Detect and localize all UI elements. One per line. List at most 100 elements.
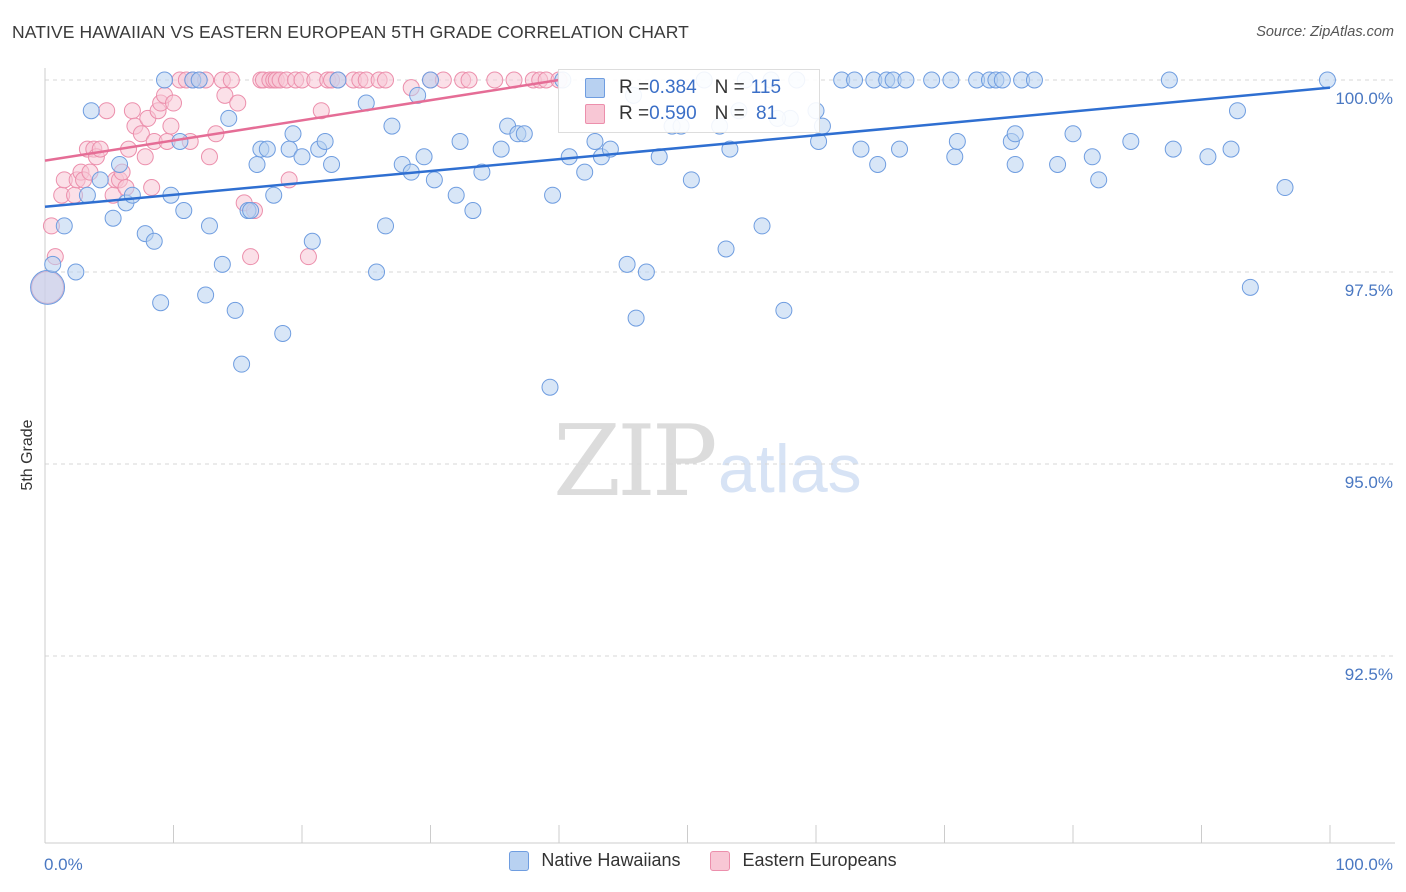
point-eastern-europeans bbox=[216, 86, 234, 104]
trend-line-eastern-europeans bbox=[44, 78, 560, 162]
point-eastern-europeans bbox=[200, 148, 218, 166]
point-native-hawaiians bbox=[753, 217, 771, 235]
blue-swatch bbox=[585, 78, 605, 98]
point-native-hawaiians bbox=[44, 255, 62, 273]
point-native-hawaiians bbox=[473, 163, 491, 181]
point-native-hawaiians bbox=[464, 202, 482, 220]
point-native-hawaiians bbox=[197, 286, 215, 304]
legend-item-eastern-europeans[interactable]: Eastern Europeans bbox=[710, 850, 897, 871]
point-native-hawaiians bbox=[213, 255, 231, 273]
point-eastern-europeans bbox=[312, 102, 330, 120]
point-native-hawaiians bbox=[383, 117, 401, 135]
point-native-hawaiians bbox=[1241, 278, 1259, 296]
chart-title: NATIVE HAWAIIAN VS EASTERN EUROPEAN 5TH … bbox=[12, 22, 689, 42]
point-eastern-europeans bbox=[136, 148, 154, 166]
point-native-hawaiians bbox=[1006, 125, 1024, 143]
point-native-hawaiians bbox=[948, 132, 966, 150]
point-native-hawaiians bbox=[1090, 171, 1108, 189]
point-native-hawaiians bbox=[1222, 140, 1240, 158]
point-native-hawaiians bbox=[329, 71, 347, 89]
point-native-hawaiians bbox=[190, 71, 208, 89]
point-native-hawaiians bbox=[293, 148, 311, 166]
point-eastern-europeans bbox=[91, 140, 109, 158]
point-eastern-europeans bbox=[222, 71, 240, 89]
point-native-hawaiians bbox=[67, 263, 85, 281]
point-native-hawaiians bbox=[451, 132, 469, 150]
legend-item-native-hawaiians[interactable]: Native Hawaiians bbox=[509, 850, 680, 871]
point-native-hawaiians bbox=[1122, 132, 1140, 150]
x-tick-label: 0.0% bbox=[44, 855, 83, 874]
blue-swatch bbox=[509, 850, 530, 871]
point-native-hawaiians bbox=[284, 125, 302, 143]
point-native-hawaiians bbox=[91, 171, 109, 189]
point-native-hawaiians bbox=[1064, 125, 1082, 143]
point-native-hawaiians bbox=[1164, 140, 1182, 158]
point-native-hawaiians bbox=[55, 217, 73, 235]
legend-label: Native Hawaiians bbox=[541, 850, 681, 870]
point-native-hawaiians bbox=[323, 155, 341, 173]
point-native-hawaiians bbox=[1049, 155, 1067, 173]
series-legend: Native Hawaiians Eastern Europeans bbox=[0, 850, 1406, 871]
legend-label: Eastern Europeans bbox=[742, 850, 897, 870]
point-native-hawaiians bbox=[258, 140, 276, 158]
point-native-hawaiians bbox=[1228, 102, 1246, 120]
point-eastern-europeans bbox=[377, 71, 395, 89]
y-tick-label: 95.0% bbox=[1345, 473, 1393, 492]
point-native-hawaiians bbox=[145, 232, 163, 250]
point-native-hawaiians bbox=[993, 71, 1011, 89]
point-native-hawaiians bbox=[220, 109, 238, 127]
point-native-hawaiians bbox=[637, 263, 655, 281]
point-native-hawaiians bbox=[492, 140, 510, 158]
point-native-hawaiians bbox=[422, 71, 439, 89]
series-eastern-europeans bbox=[31, 71, 568, 304]
point-native-hawaiians bbox=[316, 132, 334, 150]
point-native-hawaiians bbox=[721, 140, 739, 158]
point-native-hawaiians bbox=[891, 140, 909, 158]
point-native-hawaiians bbox=[274, 324, 292, 342]
point-eastern-europeans bbox=[299, 248, 317, 266]
point-native-hawaiians bbox=[775, 301, 793, 319]
point-native-hawaiians bbox=[682, 171, 700, 189]
point-native-hawaiians bbox=[1006, 155, 1024, 173]
point-native-hawaiians bbox=[175, 202, 193, 220]
trend-line-native-hawaiians bbox=[44, 86, 1331, 208]
n-value: 115 bbox=[750, 77, 782, 98]
point-native-hawaiians bbox=[30, 269, 66, 305]
point-native-hawaiians bbox=[1025, 71, 1043, 89]
n-value: 81 bbox=[750, 103, 778, 124]
point-native-hawaiians bbox=[447, 186, 465, 204]
pink-swatch bbox=[710, 850, 731, 871]
point-native-hawaiians bbox=[123, 186, 141, 204]
point-eastern-europeans bbox=[229, 94, 247, 112]
point-native-hawaiians bbox=[78, 186, 96, 204]
point-eastern-europeans bbox=[143, 179, 161, 197]
point-native-hawaiians bbox=[265, 186, 283, 204]
point-native-hawaiians bbox=[377, 217, 395, 235]
point-native-hawaiians bbox=[897, 71, 915, 89]
point-eastern-europeans bbox=[486, 71, 504, 89]
r-label: R = bbox=[619, 103, 650, 124]
y-tick-label: 100.0% bbox=[1335, 89, 1393, 108]
pink-swatch bbox=[585, 104, 605, 124]
r-value: 0.384 bbox=[649, 77, 697, 98]
point-native-hawaiians bbox=[544, 186, 562, 204]
point-native-hawaiians bbox=[586, 132, 604, 150]
y-tick-label: 97.5% bbox=[1345, 281, 1393, 300]
point-native-hawaiians bbox=[248, 155, 266, 173]
point-native-hawaiians bbox=[541, 378, 559, 396]
point-native-hawaiians bbox=[104, 209, 122, 227]
point-native-hawaiians bbox=[368, 263, 386, 281]
n-label: N = bbox=[714, 77, 745, 98]
point-native-hawaiians bbox=[810, 132, 828, 150]
point-native-hawaiians bbox=[156, 71, 174, 89]
axes bbox=[44, 68, 1395, 844]
point-eastern-europeans bbox=[165, 94, 182, 112]
point-native-hawaiians bbox=[717, 240, 735, 258]
point-native-hawaiians bbox=[415, 148, 433, 166]
r-label: R = bbox=[619, 77, 650, 98]
point-native-hawaiians bbox=[942, 71, 960, 89]
point-native-hawaiians bbox=[111, 155, 129, 173]
point-native-hawaiians bbox=[618, 255, 636, 273]
point-native-hawaiians bbox=[200, 217, 218, 235]
